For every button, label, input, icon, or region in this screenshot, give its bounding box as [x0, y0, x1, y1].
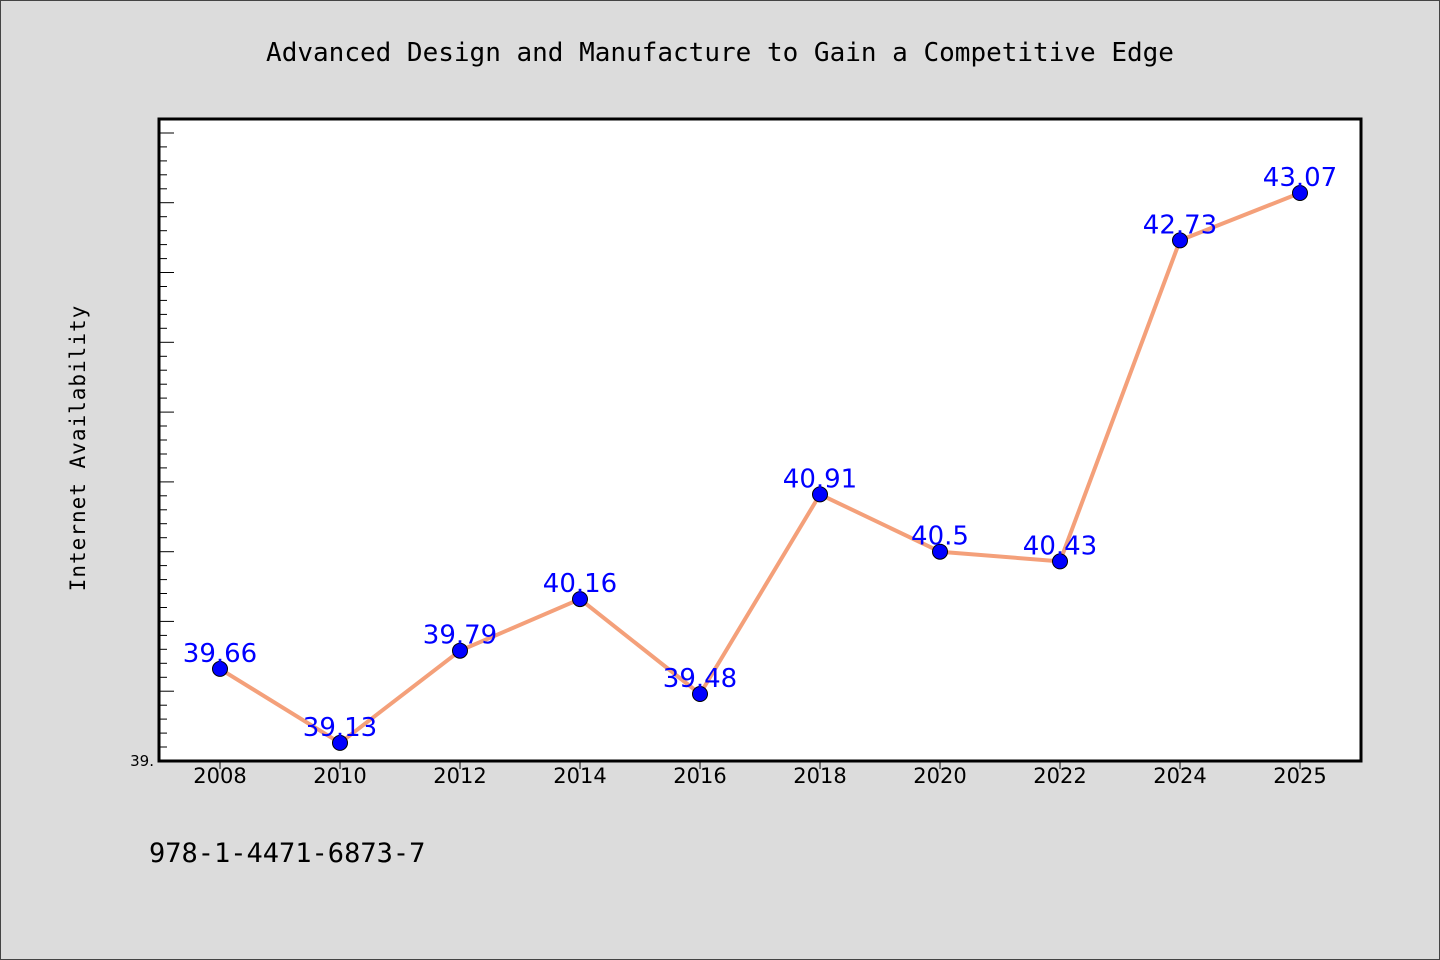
data-point — [812, 486, 828, 503]
y-tick-label: 39. — [130, 752, 154, 770]
footer-text: 978-1-4471-6873-7 — [149, 838, 425, 869]
data-point — [692, 686, 708, 702]
x-tick-label: 2014 — [553, 764, 606, 788]
data-label: 43.07 — [1263, 163, 1337, 193]
data-point — [1172, 232, 1188, 249]
x-tick-label: 2016 — [673, 764, 726, 788]
y-axis-label: Internet Availability — [66, 305, 90, 592]
x-tick-label: 2025 — [1273, 764, 1326, 788]
y-axis-ticks — [159, 118, 174, 762]
x-tick-label: 2010 — [313, 764, 366, 788]
chart-title: Advanced Design and Manufacture to Gain … — [266, 38, 1174, 68]
data-label: 42.73 — [1143, 210, 1217, 240]
data-point — [572, 591, 588, 608]
data-label: 39.66 — [183, 639, 257, 669]
plot-area — [157, 117, 1363, 763]
data-point — [932, 543, 948, 560]
x-axis-ticks: 2008 2010 2012 2014 2016 2018 2020 2022 2024 2025 — [193, 761, 1327, 788]
data-point — [1052, 553, 1068, 570]
data-point — [1292, 185, 1308, 201]
data-label: 40.91 — [783, 464, 857, 494]
data-label: 39.13 — [303, 713, 377, 743]
data-label: 40.43 — [1023, 531, 1097, 561]
x-tick-label: 2024 — [1153, 764, 1206, 788]
data-point — [452, 642, 468, 659]
data-labels: 39.66 39.13 39.79 40.16 39.48 40.91 40.5 40.43 4… — [183, 163, 1337, 743]
data-point — [212, 660, 228, 677]
data-label: 40.5 — [911, 522, 969, 552]
data-markers — [212, 185, 1308, 751]
series-line — [218, 191, 1301, 745]
x-tick-label: 2020 — [913, 764, 966, 788]
data-label: 40.16 — [543, 569, 617, 599]
data-label: 39.79 — [423, 621, 497, 651]
x-tick-label: 2012 — [433, 764, 486, 788]
data-label: 39.48 — [663, 664, 737, 694]
x-tick-label: 2022 — [1033, 764, 1086, 788]
x-tick-label: 2018 — [793, 764, 846, 788]
x-tick-label: 2008 — [193, 764, 246, 788]
data-point — [332, 734, 348, 751]
